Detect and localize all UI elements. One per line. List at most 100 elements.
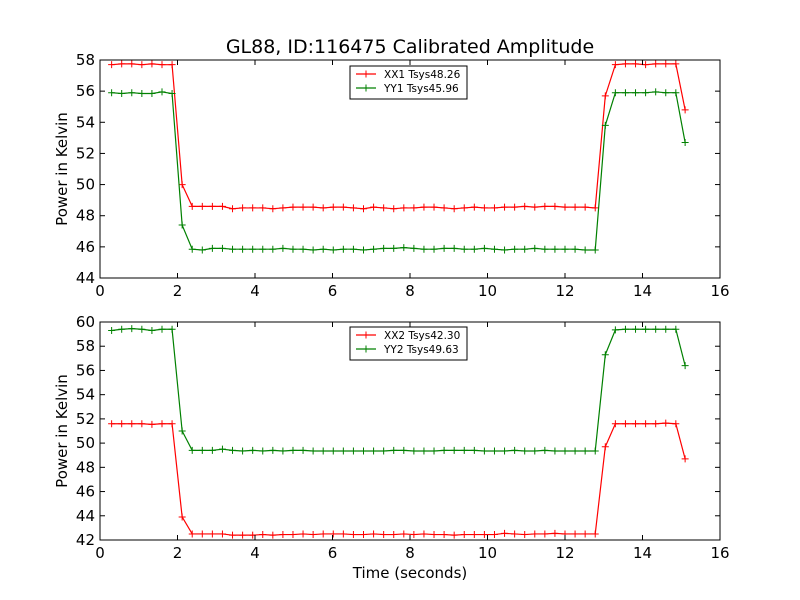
- y-tick-label: 46: [76, 483, 95, 501]
- data-point: [501, 529, 509, 537]
- legend-label: XX1 Tsys48.26: [384, 69, 461, 81]
- data-point: [138, 325, 146, 333]
- data-point: [561, 203, 569, 211]
- data-point: [108, 326, 116, 334]
- y-tick-label: 44: [76, 507, 95, 525]
- data-point: [591, 447, 599, 455]
- data-point: [118, 325, 126, 333]
- data-point: [118, 89, 126, 97]
- data-point: [319, 204, 327, 212]
- data-point: [672, 89, 680, 97]
- data-point: [430, 203, 438, 211]
- data-point: [370, 530, 378, 538]
- series-line: [111, 422, 686, 536]
- data-point: [249, 204, 257, 212]
- data-point: [571, 203, 579, 211]
- data-point: [339, 447, 347, 455]
- data-point: [138, 89, 146, 97]
- data-point: [319, 530, 327, 538]
- series-line: [111, 328, 686, 452]
- data-point: [632, 420, 640, 428]
- data-point: [279, 244, 287, 252]
- data-point: [370, 203, 378, 211]
- data-point: [551, 202, 559, 210]
- data-point: [511, 245, 519, 253]
- data-point: [601, 121, 609, 129]
- data-point: [541, 202, 549, 210]
- data-point: [521, 202, 529, 210]
- legend-marker: [362, 345, 370, 353]
- data-point: [309, 531, 317, 539]
- data-point: [188, 202, 196, 210]
- data-point: [229, 531, 237, 539]
- data-point: [370, 447, 378, 455]
- data-point: [309, 246, 317, 254]
- y-tick-label: 56: [76, 361, 95, 379]
- data-point: [460, 531, 468, 539]
- data-point: [642, 89, 650, 97]
- data-point: [430, 447, 438, 455]
- data-point: [349, 531, 357, 539]
- data-point: [128, 89, 136, 97]
- x-tick-label: 0: [95, 544, 105, 562]
- data-point: [269, 245, 277, 253]
- legend-label: YY2 Tsys49.63: [383, 344, 459, 356]
- data-point: [198, 530, 206, 538]
- series-1: [108, 60, 689, 213]
- data-point: [188, 245, 196, 253]
- data-point: [269, 531, 277, 539]
- data-point: [390, 205, 398, 213]
- data-point: [621, 89, 629, 97]
- legend-marker: [362, 84, 370, 92]
- legend-box: [349, 65, 468, 100]
- data-point: [571, 447, 579, 455]
- data-point: [208, 530, 216, 538]
- data-point: [490, 204, 498, 212]
- data-point: [681, 362, 689, 370]
- data-point: [561, 245, 569, 253]
- data-point: [188, 446, 196, 454]
- data-point: [148, 60, 156, 68]
- data-point: [259, 447, 267, 455]
- data-point: [591, 246, 599, 254]
- data-point: [249, 446, 257, 454]
- data-point: [289, 203, 297, 211]
- data-point: [138, 61, 146, 69]
- legend-label: YY1 Tsys45.96: [383, 83, 459, 95]
- data-point: [289, 531, 297, 539]
- data-point: [218, 445, 226, 453]
- x-tick-label: 8: [405, 544, 415, 562]
- data-point: [470, 531, 478, 539]
- data-point: [380, 244, 388, 252]
- data-point: [218, 202, 226, 210]
- data-point: [470, 245, 478, 253]
- data-point: [229, 446, 237, 454]
- data-point: [380, 447, 388, 455]
- data-point: [681, 139, 689, 147]
- data-point: [632, 60, 640, 68]
- x-axis-label: Time (seconds): [352, 564, 468, 582]
- data-point: [642, 420, 650, 428]
- data-point: [581, 447, 589, 455]
- data-point: [420, 530, 428, 538]
- data-point: [128, 60, 136, 68]
- legend: XX1 Tsys48.26 YY1 Tsys45.96: [349, 65, 468, 100]
- data-point: [430, 245, 438, 253]
- data-point: [511, 446, 519, 454]
- data-point: [380, 531, 388, 539]
- data-point: [521, 447, 529, 455]
- x-tick-label: 6: [328, 544, 338, 562]
- data-point: [168, 420, 176, 428]
- data-point: [410, 244, 418, 252]
- y-tick-label: 58: [76, 51, 95, 69]
- data-point: [652, 325, 660, 333]
- data-point: [480, 447, 488, 455]
- data-point: [208, 202, 216, 210]
- data-point: [450, 205, 458, 213]
- chart-title: GL88, ID:116475 Calibrated Amplitude: [226, 36, 594, 58]
- data-point: [158, 61, 166, 69]
- data-point: [178, 221, 186, 229]
